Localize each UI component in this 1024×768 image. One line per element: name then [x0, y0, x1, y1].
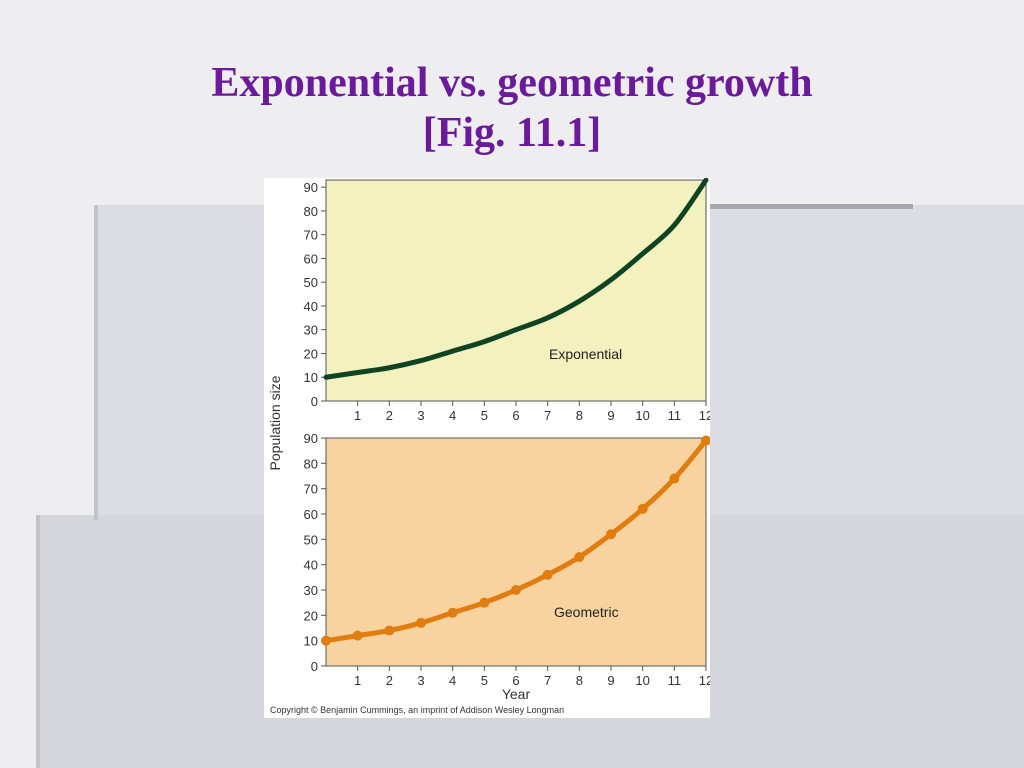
exponential-x-tick-label: 1	[354, 408, 361, 423]
slide-title-line-1: Exponential vs. geometric growth	[211, 60, 813, 106]
exponential-series-line	[323, 178, 709, 380]
geometric-x-tick-label: 3	[417, 673, 424, 688]
exponential-y-tick-label: 90	[304, 180, 318, 195]
background-edge	[94, 205, 98, 520]
geometric-data-point	[384, 625, 395, 636]
geometric-y-tick-label: 20	[304, 608, 318, 623]
exponential-x-tick-label: 7	[544, 408, 551, 423]
geometric-x-tick-label: 11	[668, 673, 682, 688]
exponential-x-tick-label: 12	[699, 408, 710, 423]
exponential-y-tick-label: 60	[304, 251, 318, 266]
geometric-y-tick-label: 40	[304, 558, 318, 573]
geometric-data-point	[701, 435, 710, 446]
exponential-plot-area	[325, 179, 707, 402]
geometric-data-point	[447, 607, 458, 618]
geometric-y-tick-label: 70	[304, 482, 318, 497]
geometric-x-tick-label: 4	[449, 673, 456, 688]
geometric-data-point	[669, 473, 680, 484]
geometric-x-tick-label: 2	[386, 673, 393, 688]
exponential-y-tick-label: 20	[304, 346, 318, 361]
geometric-x-tick-label: 5	[481, 673, 488, 688]
geometric-y-tick-label: 0	[311, 659, 318, 674]
exponential-y-tick-label: 50	[304, 275, 318, 290]
geometric-x-tick-label: 8	[576, 673, 583, 688]
slide-title: Exponential vs. geometric growth [Fig. 1…	[0, 58, 1024, 158]
background-edge-lower	[36, 515, 40, 768]
exponential-x-tick-label: 5	[481, 408, 488, 423]
exponential-x-tick-label: 2	[386, 408, 393, 423]
exponential-x-tick-label: 10	[635, 408, 649, 423]
geometric-data-point	[352, 630, 363, 641]
exponential-series-label: Exponential	[549, 346, 622, 362]
exponential-y-tick-label: 30	[304, 323, 318, 338]
exponential-x-tick-label: 11	[668, 408, 682, 423]
exponential-y-tick-label: 80	[304, 204, 318, 219]
geometric-x-tick-label: 6	[512, 673, 519, 688]
geometric-data-point	[416, 617, 426, 628]
exponential-y-tick-label: 70	[304, 228, 318, 243]
geometric-data-point	[606, 529, 616, 540]
geometric-y-tick-label: 90	[304, 431, 318, 446]
exponential-y-tick-label: 0	[311, 394, 318, 409]
background-accent-bar	[700, 204, 913, 209]
geometric-data-point	[637, 503, 648, 514]
geometric-x-tick-label: 10	[635, 673, 649, 688]
figure: 0 10 20 30 40 50 60 70 80 90 1 2 3 4 5 6 7 8 9 10 11 12 Expone…	[264, 178, 710, 718]
exponential-x-tick-label: 6	[512, 408, 519, 423]
geometric-data-point	[511, 585, 521, 595]
geometric-data-point	[321, 635, 331, 646]
geometric-y-tick-label: 50	[304, 532, 318, 547]
exponential-x-tick-label: 9	[607, 408, 614, 423]
geometric-y-tick-label: 30	[304, 583, 318, 598]
slide-title-line-2: [Fig. 11.1]	[422, 110, 602, 156]
x-axis-label: Year	[502, 686, 531, 702]
exponential-x-tick-label: 4	[449, 408, 456, 423]
geometric-data-point	[479, 597, 490, 608]
exponential-x-tick-label: 3	[417, 408, 424, 423]
geometric-x-tick-label: 12	[699, 673, 710, 688]
exponential-y-tick-label: 40	[304, 299, 318, 314]
copyright-notice: Copyright © Benjamin Cummings, an imprin…	[270, 705, 565, 715]
exponential-y-tick-label: 10	[304, 370, 318, 385]
exponential-x-tick-label: 8	[576, 408, 583, 423]
geometric-x-tick-label: 7	[544, 673, 551, 688]
y-axis-label: Population size	[267, 375, 283, 470]
geometric-data-point	[574, 552, 585, 563]
geometric-series-label: Geometric	[554, 604, 619, 620]
geometric-y-tick-label: 80	[304, 456, 318, 471]
geometric-y-tick-label: 10	[304, 634, 318, 649]
geometric-data-point	[542, 569, 553, 580]
geometric-y-tick-label: 60	[304, 507, 318, 522]
geometric-x-tick-label: 9	[607, 673, 614, 688]
geometric-x-tick-label: 1	[354, 673, 361, 688]
